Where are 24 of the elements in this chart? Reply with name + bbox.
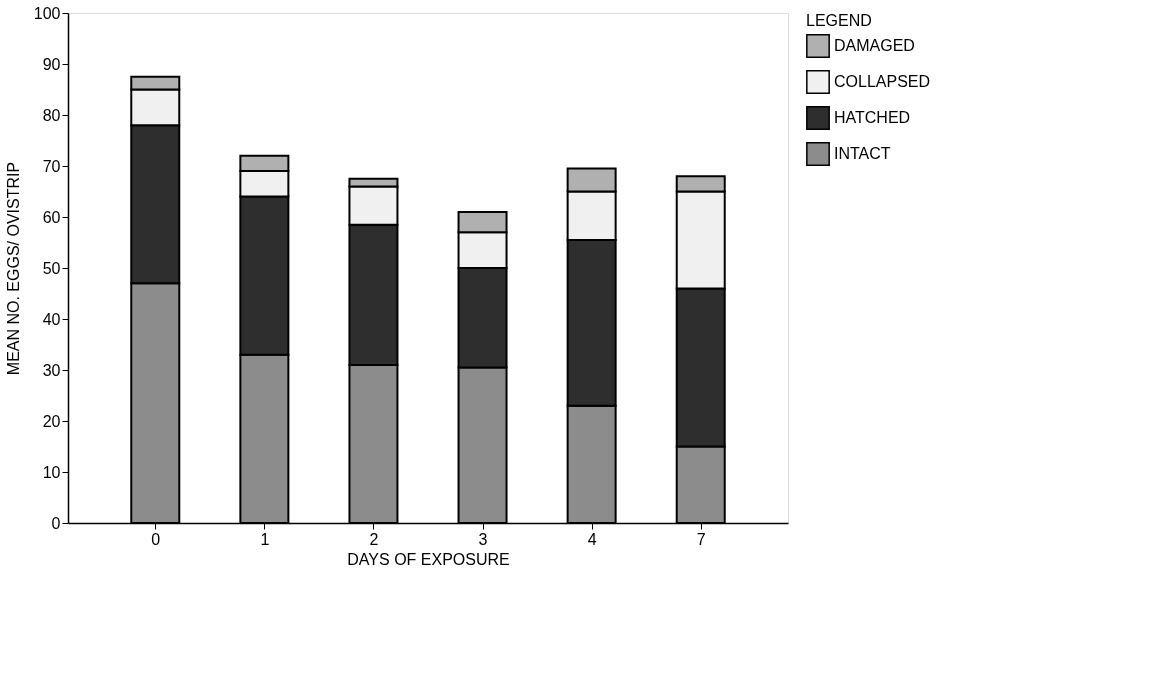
- y-tick-label: 50: [42, 259, 61, 277]
- y-tick-label: 10: [42, 463, 61, 481]
- y-tick-label: 30: [42, 361, 61, 379]
- x-tick-label: 3: [478, 530, 488, 548]
- y-tick-label: 20: [42, 412, 61, 430]
- y-tick-label: 100: [33, 4, 61, 22]
- y-tick-label: 60: [42, 208, 61, 226]
- y-tick-label: 80: [42, 106, 61, 124]
- legend-label: DAMAGED: [834, 37, 915, 54]
- x-axis-title: DAYS OF EXPOSURE: [347, 550, 510, 568]
- legend-label: COLLAPSED: [834, 73, 931, 90]
- legend-label: HATCHED: [834, 109, 911, 126]
- y-tick-label: 40: [42, 310, 61, 328]
- x-tick-label: 1: [260, 530, 270, 548]
- y-axis-title: MEAN NO. EGGS/ OVISTRIP: [4, 161, 22, 376]
- x-tick-label: 2: [369, 530, 379, 548]
- x-tick-label: 7: [696, 530, 706, 548]
- y-tick-label: 90: [42, 55, 61, 73]
- legend-title: LEGEND: [806, 12, 872, 29]
- y-tick-label: 70: [42, 157, 61, 175]
- legend-label: INTACT: [834, 145, 891, 162]
- x-tick-label: 4: [587, 530, 597, 548]
- x-tick-label: 0: [151, 530, 161, 548]
- y-tick-label: 0: [51, 514, 61, 532]
